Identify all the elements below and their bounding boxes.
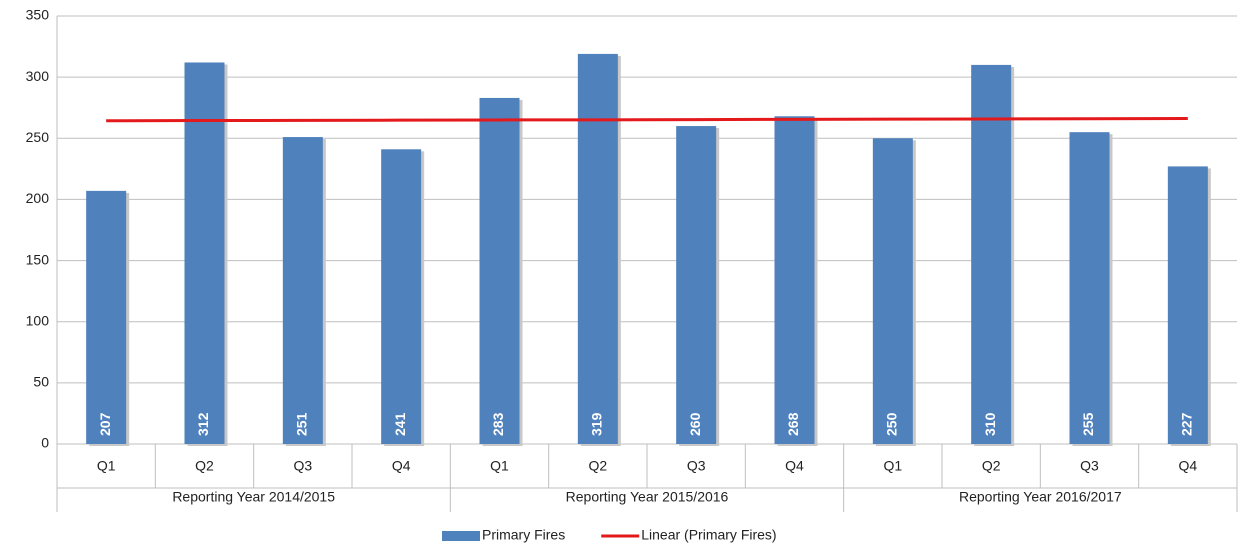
bar — [184, 62, 225, 445]
bar — [774, 116, 815, 444]
x-tick-label: Q1 — [97, 458, 116, 474]
data-label: 255 — [1080, 412, 1096, 436]
bar — [872, 138, 913, 445]
y-tick-label: 50 — [33, 374, 49, 390]
x-tick-label: Q4 — [1178, 458, 1197, 474]
y-tick-label: 250 — [26, 129, 50, 145]
trend-line — [106, 116, 1188, 123]
data-label: 251 — [294, 412, 310, 436]
x-tick-label: Q1 — [490, 458, 509, 474]
bar — [479, 97, 520, 444]
group-label: Reporting Year 2016/2017 — [959, 489, 1122, 505]
x-tick-label: Q3 — [1080, 458, 1099, 474]
x-tick-label: Q3 — [687, 458, 706, 474]
data-label: 310 — [982, 412, 998, 436]
data-label: 241 — [392, 412, 408, 436]
x-tick-label: Q4 — [392, 458, 411, 474]
data-label: 283 — [490, 412, 506, 436]
data-label: 227 — [1179, 412, 1195, 436]
group-label: Reporting Year 2014/2015 — [172, 489, 335, 505]
data-label: 312 — [195, 412, 211, 436]
x-tick-label: Q1 — [883, 458, 902, 474]
data-label: 319 — [589, 412, 605, 436]
bar — [1167, 166, 1208, 444]
bar — [1069, 132, 1110, 444]
y-tick-label: 150 — [26, 251, 50, 267]
bar — [577, 53, 618, 445]
bar — [381, 149, 422, 444]
y-tick-label: 350 — [26, 7, 50, 23]
legend-label: Primary Fires — [482, 527, 565, 543]
bar — [86, 190, 127, 444]
bar — [282, 137, 323, 444]
legend-swatch — [442, 531, 480, 541]
x-tick-label: Q4 — [785, 458, 804, 474]
data-label: 268 — [785, 412, 801, 436]
group-label: Reporting Year 2015/2016 — [566, 489, 729, 505]
y-tick-label: 200 — [26, 190, 50, 206]
data-label: 250 — [884, 412, 900, 436]
bar — [676, 126, 717, 445]
x-tick-label: Q2 — [588, 458, 607, 474]
x-tick-label: Q3 — [293, 458, 312, 474]
x-tick-label: Q2 — [195, 458, 214, 474]
y-tick-label: 100 — [26, 312, 50, 328]
y-tick-label: 300 — [26, 68, 50, 84]
data-label: 260 — [687, 412, 703, 436]
x-tick-label: Q2 — [982, 458, 1001, 474]
bar — [971, 64, 1012, 445]
data-label: 207 — [97, 412, 113, 436]
y-tick-label: 0 — [41, 435, 49, 451]
legend-label: Linear (Primary Fires) — [641, 527, 776, 543]
